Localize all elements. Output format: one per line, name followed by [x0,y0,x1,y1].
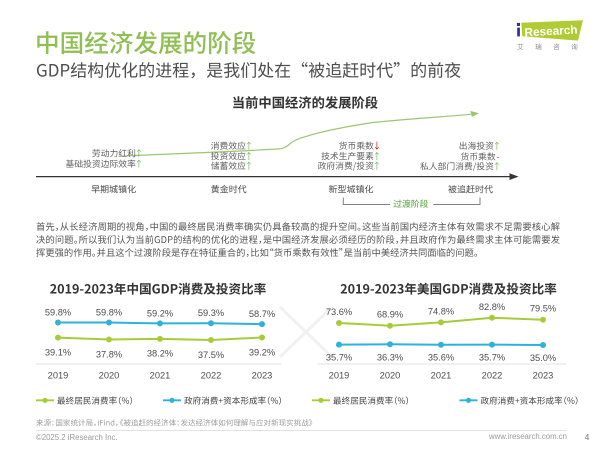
svg-text:39.2%: 39.2% [249,347,275,357]
svg-text:35.7%: 35.7% [479,353,505,363]
svg-text:79.5%: 79.5% [530,304,556,314]
svg-text:59.3%: 59.3% [198,308,224,318]
svg-text:www.iresearch.com.cn: www.iresearch.com.cn [488,432,567,441]
svg-text:59.2%: 59.2% [147,308,173,318]
svg-text:Research: Research [524,23,578,40]
svg-text:2023: 2023 [252,370,273,380]
svg-text:68.9%: 68.9% [377,310,403,320]
svg-text:2020: 2020 [99,370,120,380]
svg-text:2023: 2023 [533,370,554,380]
svg-text:82.8%: 82.8% [479,302,505,312]
svg-text:36.3%: 36.3% [377,352,403,362]
svg-text:35.6%: 35.6% [428,353,454,363]
svg-text:2021: 2021 [150,370,171,380]
svg-text:58.7%: 58.7% [249,309,275,319]
svg-text:73.6%: 73.6% [326,307,352,317]
svg-text:2022: 2022 [201,370,222,380]
svg-text:©2025.2 iResearch Inc.: ©2025.2 iResearch Inc. [36,433,118,442]
svg-text:35.7%: 35.7% [326,353,352,363]
svg-text:2020: 2020 [380,370,401,380]
svg-text:39.1%: 39.1% [45,347,71,357]
svg-text:37.5%: 37.5% [198,350,224,360]
svg-text:38.2%: 38.2% [147,349,173,359]
svg-text:74.8%: 74.8% [428,306,454,316]
svg-text:2019: 2019 [48,370,69,380]
svg-text:35.0%: 35.0% [530,353,556,363]
svg-text:2019: 2019 [329,370,350,380]
svg-text:59.8%: 59.8% [96,308,122,318]
svg-text:37.8%: 37.8% [96,349,122,359]
svg-text:59.8%: 59.8% [45,308,71,318]
svg-text:4: 4 [585,432,590,442]
svg-text:2021: 2021 [431,370,452,380]
svg-text:2022: 2022 [482,370,503,380]
